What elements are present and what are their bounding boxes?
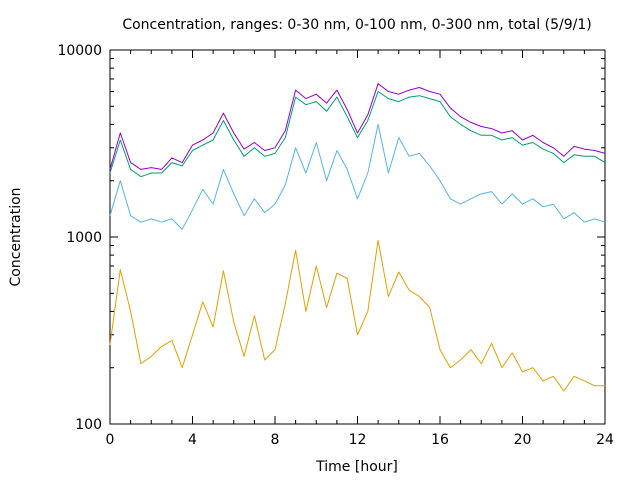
y-axis-label: Concentration bbox=[8, 187, 24, 286]
x-tick-label: 12 bbox=[349, 432, 367, 448]
x-axis-label: Time [hour] bbox=[315, 459, 398, 475]
x-tick-label: 24 bbox=[596, 432, 614, 448]
series-line bbox=[109, 239, 605, 392]
plot-frame bbox=[109, 49, 606, 425]
x-tick-label: 4 bbox=[188, 432, 197, 448]
series-line bbox=[109, 91, 606, 178]
chart-title: Concentration, ranges: 0-30 nm, 0-100 nm… bbox=[122, 17, 591, 33]
y-tick-label: 10000 bbox=[57, 43, 102, 59]
series-line bbox=[109, 123, 606, 230]
y-tick-label: 1000 bbox=[66, 230, 102, 246]
series-layer bbox=[109, 83, 606, 392]
x-tick-label: 20 bbox=[514, 432, 532, 448]
x-axis-ticks: 0 4 8 12 16 20 24 bbox=[106, 50, 614, 448]
x-tick-label: 0 bbox=[106, 432, 115, 448]
y-tick-label: 100 bbox=[75, 417, 102, 433]
plot-area bbox=[109, 49, 606, 425]
y-axis-ticks: 100 1000 10000 bbox=[57, 43, 605, 433]
x-tick-label: 8 bbox=[271, 432, 280, 448]
series-line bbox=[109, 83, 606, 170]
x-tick-label: 16 bbox=[431, 432, 449, 448]
